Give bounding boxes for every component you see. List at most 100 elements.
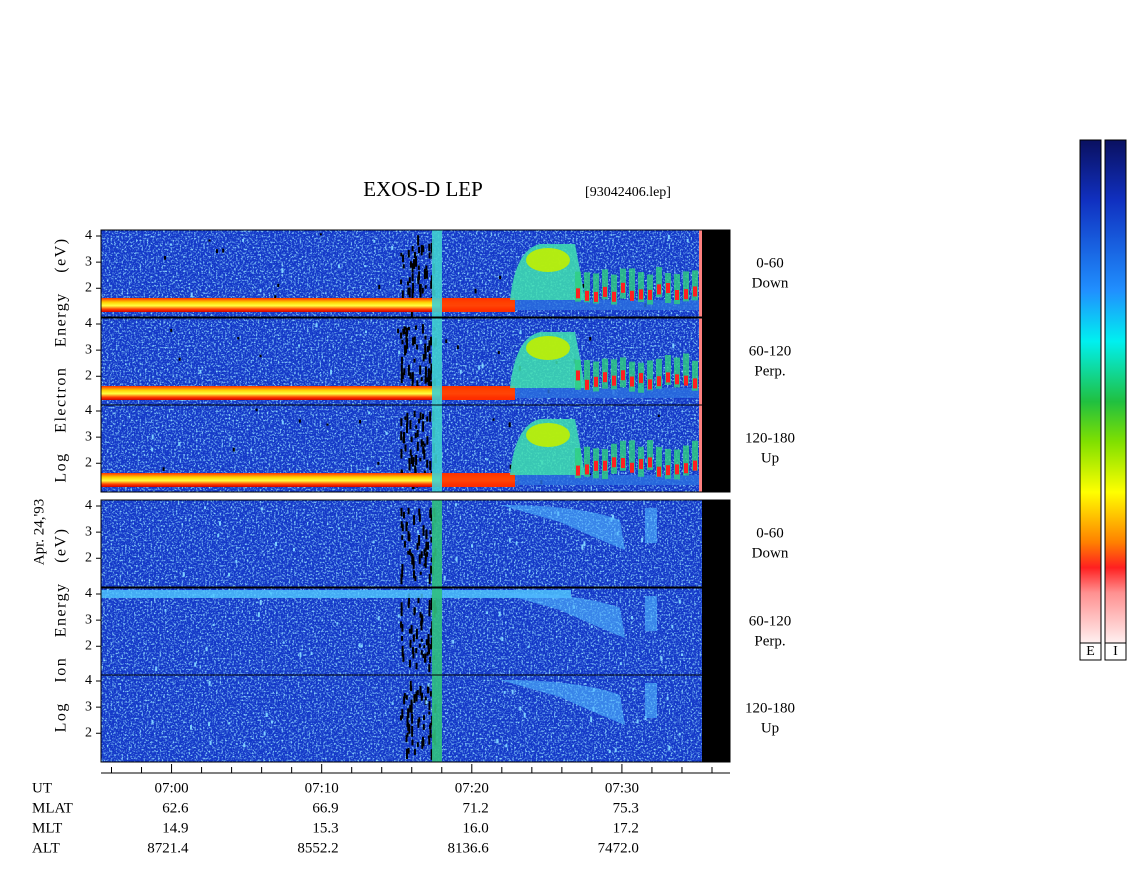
burst-stripe	[693, 378, 697, 389]
speckle	[423, 268, 426, 280]
precipitation-core	[526, 248, 570, 272]
speckle	[164, 609, 167, 612]
burst-stripe	[603, 372, 607, 383]
speckle	[151, 720, 154, 724]
y-tick-label: 2	[85, 368, 92, 383]
burst-stripe	[648, 289, 652, 300]
speckle	[400, 372, 403, 384]
speckle	[377, 461, 380, 465]
burst-stripe	[656, 267, 662, 298]
speckle	[678, 599, 681, 604]
speckle	[636, 719, 639, 724]
edge-stripe	[699, 405, 702, 492]
speckle	[205, 646, 208, 652]
speckle	[364, 265, 367, 268]
spectrogram-panel	[100, 317, 731, 406]
burst-stripe	[593, 361, 599, 392]
speckle	[429, 530, 432, 535]
speckle	[259, 354, 262, 358]
speckle	[478, 365, 481, 370]
speckle	[408, 628, 411, 634]
speckle	[403, 439, 406, 444]
direction-label: Up	[761, 450, 779, 466]
speckle	[426, 652, 429, 656]
speckle	[400, 602, 403, 610]
speckle	[423, 563, 426, 567]
panel-border	[100, 499, 731, 588]
speckle	[400, 521, 403, 528]
speckle	[400, 332, 403, 339]
ion-feature	[645, 508, 657, 543]
burst-stripe	[594, 460, 598, 471]
speckle	[422, 441, 425, 446]
burst-stripe	[576, 288, 580, 299]
data-gap	[702, 318, 730, 405]
speckle	[151, 434, 154, 440]
speckle	[419, 287, 422, 298]
speckle	[420, 377, 423, 382]
burst-stripe	[666, 465, 670, 476]
speckle	[413, 358, 416, 363]
speckle	[405, 734, 408, 743]
speckle	[519, 706, 522, 711]
speckle	[412, 651, 415, 659]
speckle	[429, 509, 432, 518]
speckle	[412, 457, 415, 463]
speckle	[401, 535, 404, 540]
speckle	[428, 599, 431, 610]
speckle	[505, 744, 508, 748]
burst-stripe	[602, 269, 608, 300]
ephemeris-value: 14.9	[162, 820, 188, 836]
ephemeris-value: 75.3	[613, 800, 639, 816]
speckle	[497, 350, 500, 355]
speckle	[222, 248, 225, 253]
burst-stripe	[675, 290, 679, 301]
burst-stripe	[692, 270, 698, 301]
speckle	[413, 336, 416, 345]
vertical-stripe	[432, 405, 442, 492]
direction-label: Up	[761, 720, 779, 736]
speckle	[228, 572, 231, 577]
speckle	[427, 541, 430, 550]
burst-stripe	[693, 286, 697, 297]
speckle	[424, 335, 427, 340]
speckle	[412, 460, 415, 467]
speckle	[411, 647, 414, 654]
burst-stripe	[603, 460, 607, 471]
burst-stripe	[611, 359, 617, 390]
speckle	[427, 633, 430, 645]
y-tick-label: 2	[85, 638, 92, 653]
direction-label: Down	[752, 545, 789, 561]
row-label: ALT	[32, 840, 60, 856]
y-tick-label: 2	[85, 280, 92, 295]
speckle	[204, 506, 207, 509]
speckle	[338, 527, 341, 530]
speckle	[590, 717, 593, 723]
speckle	[426, 579, 429, 583]
speckle	[583, 541, 586, 547]
speckle	[337, 264, 340, 268]
speckle	[424, 659, 427, 663]
speckle	[401, 564, 404, 571]
speckle	[315, 323, 318, 328]
speckle	[430, 381, 433, 388]
speckle	[365, 330, 368, 334]
speckle	[391, 245, 394, 250]
speckle	[419, 612, 422, 618]
speckle	[261, 507, 264, 511]
speckle	[411, 739, 414, 746]
speckle	[443, 575, 446, 581]
burst-stripe	[666, 372, 670, 383]
row-label: MLT	[32, 820, 62, 836]
burst-stripe	[656, 358, 662, 389]
data-gap	[702, 588, 730, 675]
speckle	[429, 411, 432, 422]
speckle	[428, 711, 431, 715]
speckle	[421, 736, 424, 743]
speckle	[657, 414, 660, 417]
speckle	[424, 350, 427, 359]
speckle	[405, 423, 408, 433]
speckle	[414, 467, 417, 478]
speckle	[430, 514, 433, 522]
